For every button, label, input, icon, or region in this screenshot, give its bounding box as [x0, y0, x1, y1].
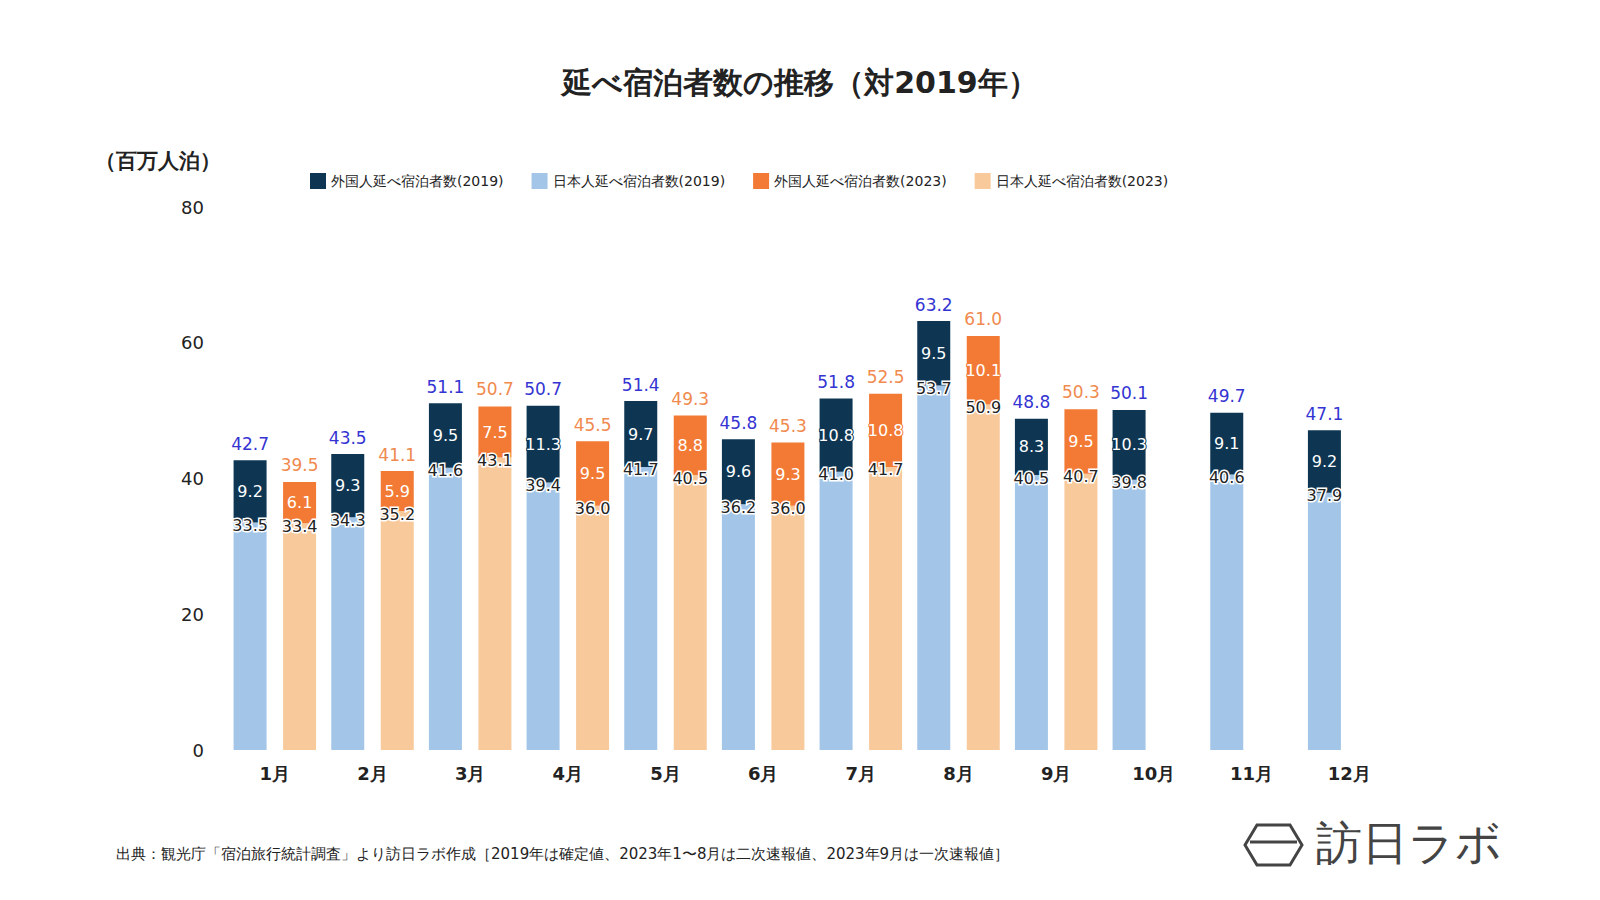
svg-text:7.5: 7.5	[482, 423, 507, 442]
svg-text:10月: 10月	[1132, 763, 1175, 784]
svg-text:11月: 11月	[1230, 763, 1273, 784]
svg-text:訪日ラボ: 訪日ラボ	[1316, 816, 1502, 870]
svg-text:40.7: 40.7	[1063, 467, 1099, 486]
svg-text:8.8: 8.8	[678, 436, 703, 455]
svg-text:40.5: 40.5	[1014, 469, 1050, 488]
svg-text:41.1: 41.1	[378, 445, 416, 465]
svg-text:60: 60	[181, 332, 204, 353]
svg-text:42.7: 42.7	[231, 434, 269, 454]
svg-text:10.8: 10.8	[818, 426, 854, 445]
svg-text:9.7: 9.7	[628, 425, 653, 444]
svg-text:9.3: 9.3	[775, 465, 800, 484]
svg-text:51.4: 51.4	[622, 375, 660, 395]
svg-text:延べ宿泊者数の推移（対2019年）: 延べ宿泊者数の推移（対2019年）	[560, 65, 1038, 100]
svg-text:36.2: 36.2	[721, 498, 757, 517]
svg-text:6月: 6月	[748, 763, 779, 784]
svg-text:0: 0	[193, 740, 204, 761]
svg-text:45.3: 45.3	[769, 416, 807, 436]
svg-text:49.3: 49.3	[671, 389, 709, 409]
svg-text:20: 20	[181, 604, 204, 625]
svg-text:9.6: 9.6	[726, 462, 751, 481]
svg-text:6.1: 6.1	[287, 493, 312, 512]
svg-text:39.8: 39.8	[1111, 473, 1147, 492]
svg-text:9.5: 9.5	[921, 344, 946, 363]
svg-text:40.5: 40.5	[672, 469, 708, 488]
svg-text:9.1: 9.1	[1214, 434, 1239, 453]
svg-text:36.0: 36.0	[770, 499, 806, 518]
svg-text:11.3: 11.3	[525, 435, 561, 454]
svg-text:50.3: 50.3	[1062, 382, 1100, 402]
svg-text:日本人延べ宿泊者数(2019): 日本人延べ宿泊者数(2019)	[553, 173, 726, 189]
svg-text:53.7: 53.7	[916, 379, 952, 398]
svg-text:8.3: 8.3	[1019, 437, 1044, 456]
svg-text:43.1: 43.1	[477, 451, 513, 470]
svg-text:外国人延べ宿泊者数(2019): 外国人延べ宿泊者数(2019)	[331, 173, 504, 189]
svg-text:63.2: 63.2	[915, 295, 953, 315]
svg-text:39.4: 39.4	[525, 476, 561, 495]
svg-text:40: 40	[181, 468, 204, 489]
svg-text:10.1: 10.1	[965, 361, 1001, 380]
svg-text:49.7: 49.7	[1208, 386, 1246, 406]
svg-text:9.5: 9.5	[580, 464, 605, 483]
svg-text:33.4: 33.4	[282, 517, 318, 536]
svg-text:5月: 5月	[650, 763, 681, 784]
svg-text:外国人延べ宿泊者数(2023): 外国人延べ宿泊者数(2023)	[774, 173, 947, 189]
svg-text:33.5: 33.5	[232, 516, 268, 535]
svg-text:9.3: 9.3	[335, 476, 360, 495]
svg-text:52.5: 52.5	[867, 367, 905, 387]
svg-text:47.1: 47.1	[1305, 404, 1343, 424]
svg-text:9月: 9月	[1041, 763, 1072, 784]
svg-text:9.5: 9.5	[1068, 432, 1093, 451]
svg-text:51.1: 51.1	[426, 377, 464, 397]
svg-text:41.7: 41.7	[623, 460, 659, 479]
svg-text:9.2: 9.2	[237, 482, 262, 501]
svg-text:50.7: 50.7	[476, 379, 514, 399]
svg-text:8月: 8月	[943, 763, 974, 784]
svg-text:34.3: 34.3	[330, 511, 366, 530]
svg-text:43.5: 43.5	[329, 428, 367, 448]
svg-text:45.5: 45.5	[574, 415, 612, 435]
svg-text:12月: 12月	[1328, 763, 1371, 784]
svg-text:40.6: 40.6	[1209, 468, 1245, 487]
svg-text:2月: 2月	[357, 763, 388, 784]
svg-text:50.7: 50.7	[524, 379, 562, 399]
svg-text:10.3: 10.3	[1111, 435, 1147, 454]
svg-text:3月: 3月	[455, 763, 486, 784]
svg-text:39.5: 39.5	[281, 455, 319, 475]
svg-text:（百万人泊）: （百万人泊）	[95, 149, 221, 173]
svg-text:50.9: 50.9	[965, 398, 1001, 417]
svg-text:日本人延べ宿泊者数(2023): 日本人延べ宿泊者数(2023)	[996, 173, 1169, 189]
svg-text:出典：観光庁「宿泊旅行統計調査」より訪日ラボ作成［2019年: 出典：観光庁「宿泊旅行統計調査」より訪日ラボ作成［2019年は確定値、2023年…	[116, 845, 1009, 863]
svg-text:50.1: 50.1	[1110, 383, 1148, 403]
svg-text:48.8: 48.8	[1012, 392, 1050, 412]
svg-text:41.7: 41.7	[868, 460, 904, 479]
svg-text:45.8: 45.8	[719, 413, 757, 433]
svg-text:5.9: 5.9	[385, 482, 410, 501]
svg-text:36.0: 36.0	[575, 499, 611, 518]
svg-text:35.2: 35.2	[379, 505, 415, 524]
svg-text:41.0: 41.0	[818, 465, 854, 484]
svg-text:4月: 4月	[553, 763, 584, 784]
svg-text:1月: 1月	[260, 763, 291, 784]
svg-text:51.8: 51.8	[817, 372, 855, 392]
svg-text:80: 80	[181, 197, 204, 218]
svg-text:41.6: 41.6	[428, 461, 464, 480]
svg-text:9.2: 9.2	[1312, 452, 1337, 471]
svg-text:37.9: 37.9	[1307, 486, 1343, 505]
svg-text:61.0: 61.0	[964, 309, 1002, 329]
svg-text:9.5: 9.5	[433, 426, 458, 445]
svg-text:10.8: 10.8	[868, 421, 904, 440]
svg-text:7月: 7月	[846, 763, 877, 784]
